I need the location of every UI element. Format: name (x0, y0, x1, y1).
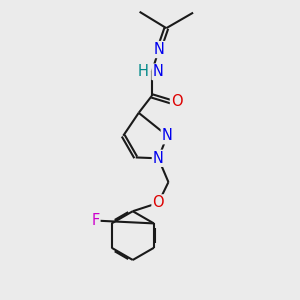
Text: N: N (162, 128, 173, 143)
Text: F: F (91, 213, 99, 228)
Text: N: N (153, 151, 164, 166)
Text: O: O (152, 195, 164, 210)
Text: O: O (171, 94, 183, 110)
Text: H: H (137, 64, 148, 79)
Text: N: N (154, 42, 164, 57)
Text: N: N (152, 64, 163, 79)
